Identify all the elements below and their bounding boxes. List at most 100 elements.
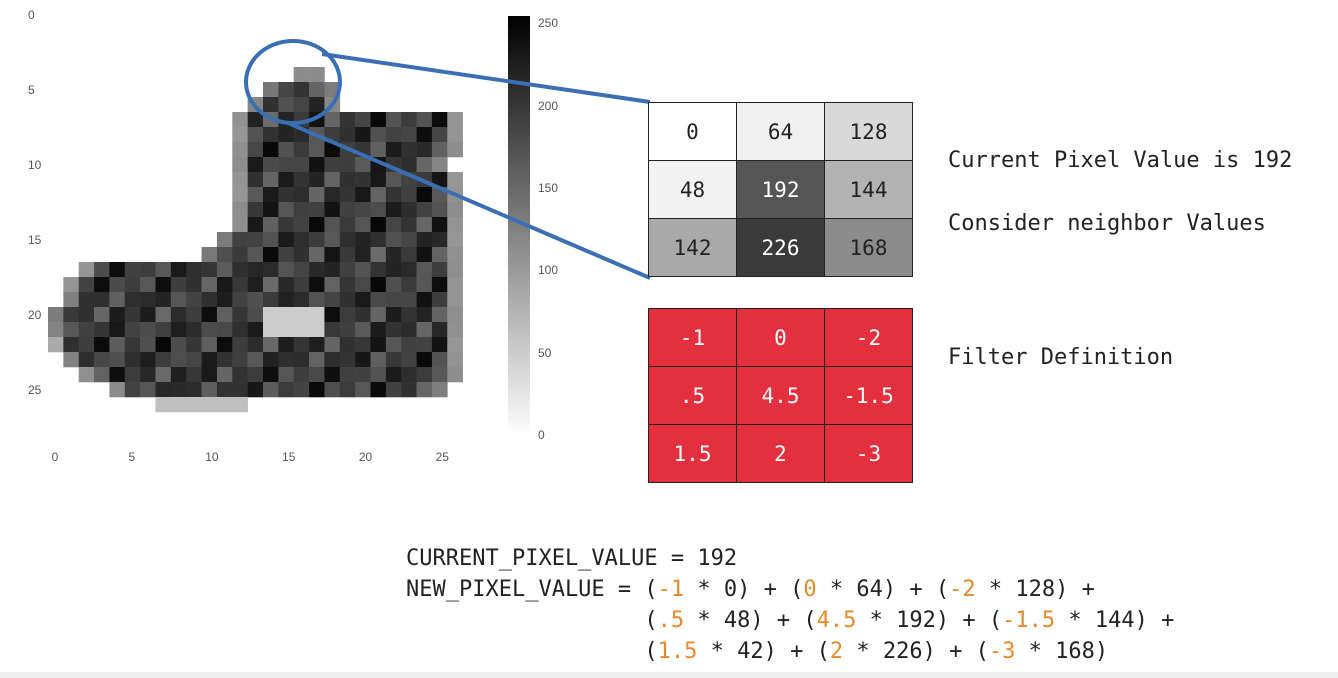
image-pixel bbox=[339, 247, 356, 263]
formula-operator: * bbox=[816, 577, 857, 602]
image-pixel bbox=[339, 202, 356, 218]
image-pixel bbox=[278, 142, 295, 158]
image-pixel bbox=[48, 337, 64, 353]
boot-image-plot bbox=[48, 22, 478, 442]
image-pixel bbox=[339, 277, 356, 293]
image-pixel bbox=[431, 202, 448, 218]
bottom-bar bbox=[0, 672, 1338, 678]
image-pixel bbox=[385, 292, 402, 308]
image-pixel bbox=[201, 247, 218, 263]
image-pixel bbox=[232, 367, 248, 383]
image-pixel bbox=[63, 307, 80, 323]
image-pixel bbox=[278, 157, 295, 173]
image-pixel bbox=[355, 172, 371, 188]
image-pixel bbox=[385, 367, 402, 383]
image-pixel bbox=[140, 292, 156, 308]
image-pixel bbox=[309, 157, 325, 173]
image-pixel bbox=[124, 352, 141, 368]
image-pixel bbox=[263, 382, 279, 398]
image-pixel bbox=[109, 292, 126, 308]
image-pixel bbox=[431, 307, 448, 323]
image-pixel bbox=[170, 397, 187, 413]
image-pixel bbox=[355, 217, 371, 233]
colorbar bbox=[508, 16, 530, 436]
image-pixel bbox=[385, 172, 402, 188]
x-tick-label: 25 bbox=[435, 450, 449, 464]
x-tick-label: 15 bbox=[282, 450, 296, 464]
image-pixel bbox=[293, 217, 310, 233]
image-pixel bbox=[170, 382, 187, 398]
image-pixel bbox=[170, 307, 187, 323]
image-pixel bbox=[78, 322, 95, 338]
image-pixel bbox=[201, 322, 218, 338]
image-pixel bbox=[232, 217, 248, 233]
image-pixel bbox=[309, 82, 325, 98]
formula-coefficient: -2 bbox=[949, 577, 976, 602]
filter-cell: -2 bbox=[825, 309, 913, 367]
image-pixel bbox=[263, 217, 279, 233]
image-pixel bbox=[216, 397, 233, 413]
formula-paren: ) bbox=[763, 639, 777, 664]
y-tick-label: 10 bbox=[28, 157, 42, 172]
image-pixel bbox=[355, 352, 371, 368]
image-pixel bbox=[140, 307, 156, 323]
image-pixel bbox=[247, 307, 264, 323]
image-pixel bbox=[232, 112, 248, 128]
image-pixel bbox=[339, 157, 356, 173]
image-pixel bbox=[201, 382, 218, 398]
colorbar-tick-label: 100 bbox=[538, 263, 559, 278]
image-pixel bbox=[232, 352, 248, 368]
image-pixel bbox=[324, 202, 341, 218]
image-pixel bbox=[201, 277, 218, 293]
image-pixel bbox=[247, 232, 264, 248]
image-pixel bbox=[293, 322, 310, 338]
image-pixel bbox=[355, 307, 371, 323]
image-pixel bbox=[293, 187, 310, 203]
image-pixel bbox=[293, 112, 310, 128]
image-pixel bbox=[401, 352, 417, 368]
image-pixel bbox=[293, 142, 310, 158]
formula-pixel-value: 144 bbox=[1094, 608, 1135, 633]
image-pixel bbox=[155, 277, 172, 293]
image-pixel bbox=[431, 232, 448, 248]
image-pixel bbox=[78, 352, 95, 368]
pixel-cell: 0 bbox=[649, 103, 737, 161]
image-pixel bbox=[263, 97, 279, 113]
image-pixel bbox=[247, 217, 264, 233]
pixel-cell: 192 bbox=[737, 161, 825, 219]
image-pixel bbox=[109, 307, 126, 323]
image-pixel bbox=[416, 352, 433, 368]
image-pixel bbox=[355, 187, 371, 203]
image-pixel bbox=[309, 97, 325, 113]
filter-cell: -1.5 bbox=[825, 367, 913, 425]
boot-image bbox=[48, 67, 463, 413]
image-pixel bbox=[339, 322, 356, 338]
pixel-cell: 128 bbox=[825, 103, 913, 161]
image-pixel bbox=[155, 397, 172, 413]
image-pixel bbox=[370, 307, 387, 323]
formula-block: CURRENT_PIXEL_VALUE = 192 NEW_PIXEL_VALUE… bbox=[406, 543, 1174, 667]
image-pixel bbox=[447, 172, 463, 188]
image-pixel bbox=[416, 232, 433, 248]
image-pixel bbox=[447, 277, 463, 293]
image-pixel bbox=[401, 262, 417, 278]
image-pixel bbox=[170, 337, 187, 353]
image-pixel bbox=[124, 337, 141, 353]
image-pixel bbox=[324, 382, 341, 398]
y-tick-label: 20 bbox=[28, 307, 42, 322]
formula-coefficient: -3 bbox=[988, 639, 1016, 664]
image-pixel bbox=[416, 382, 433, 398]
image-pixel bbox=[216, 262, 233, 278]
image-pixel bbox=[431, 172, 448, 188]
image-pixel bbox=[278, 112, 295, 128]
image-pixel bbox=[278, 322, 295, 338]
formula-paren: ( bbox=[790, 577, 804, 602]
image-pixel bbox=[309, 322, 325, 338]
image-pixel bbox=[170, 322, 187, 338]
formula-paren: ) bbox=[1134, 608, 1148, 633]
image-pixel bbox=[309, 307, 325, 323]
image-pixel bbox=[401, 142, 417, 158]
image-pixel bbox=[416, 307, 433, 323]
image-pixel bbox=[48, 322, 64, 338]
formula-prefix: NEW_PIXEL_VALUE = bbox=[406, 577, 645, 602]
